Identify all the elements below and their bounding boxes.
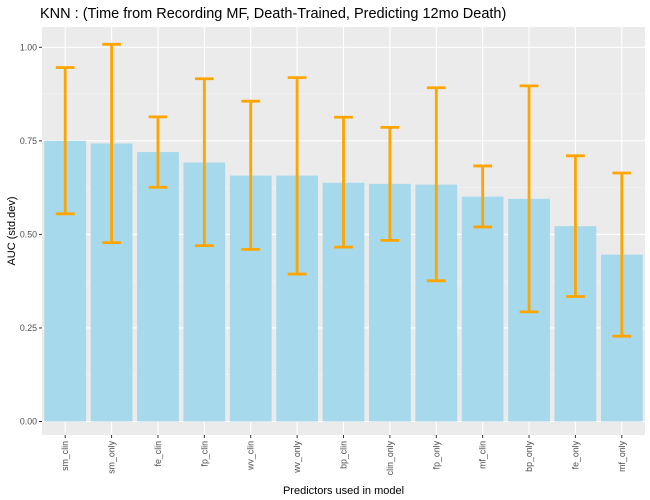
y-tick-label: 0.50 (20, 229, 37, 239)
error-bar-mf_clin (473, 164, 493, 229)
x-tick-label-fp_only: fp_only (431, 440, 441, 469)
x-tick-label-sm_only: sm_only (107, 440, 117, 473)
x-axis-title: Predictors used in model (283, 485, 404, 497)
x-tick-label-wv_only: wv_only (292, 440, 302, 473)
error-bar-sm_only (102, 42, 121, 245)
x-tick-label-clin_only: clin_only (385, 440, 395, 475)
x-tick-label-fe_only: fe_only (570, 440, 580, 469)
x-tick-label-wv_clin: wv_clin (246, 441, 256, 471)
y-tick-label: 1.00 (20, 42, 37, 52)
error-bar-fe_clin (148, 115, 168, 189)
error-bar-bp_clin (334, 115, 353, 249)
error-bar-wv_clin (241, 99, 261, 251)
y-tick-label: 0.75 (20, 136, 37, 146)
bars (44, 140, 643, 422)
x-tick-label-fe_clin: fe_clin (153, 441, 163, 467)
x-tick-label-sm_clin: sm_clin (60, 441, 70, 471)
x-tick-label-fp_clin: fp_clin (199, 441, 209, 467)
x-tick-label-bp_only: bp_only (524, 440, 534, 471)
bar-mf_clin (461, 196, 504, 422)
x-tick-label-mf_clin: mf_clin (478, 441, 488, 469)
y-tick-label: 0.25 (20, 323, 37, 333)
error-bars (55, 42, 632, 338)
error-bar-fp_clin (194, 77, 214, 248)
x-tick-label-mf_only: mf_only (617, 440, 627, 471)
x-tick-label-bp_clin: bp_clin (339, 441, 349, 469)
error-bar-wv_only (287, 76, 307, 276)
error-bar-sm_clin (55, 66, 75, 216)
error-bar-clin_only (380, 125, 400, 242)
y-axis: 0.00 0.25 0.50 0.75 1.00 (20, 42, 42, 427)
error-bar-mf_only (612, 171, 632, 338)
chart-title: KNN : (Time from Recording MF, Death-Tra… (40, 6, 506, 22)
error-bar-fp_only (426, 86, 446, 283)
y-tick-label: 0.00 (20, 417, 37, 427)
y-axis-title: AUC (std.dev) (6, 196, 18, 265)
error-bar-bp_only (519, 84, 539, 314)
error-bar-fe_only (566, 154, 585, 298)
bar-fe_clin (137, 152, 179, 422)
x-axis: sm_clin sm_only fe_clin fp_clin wv_clin wv_on… (60, 435, 627, 475)
